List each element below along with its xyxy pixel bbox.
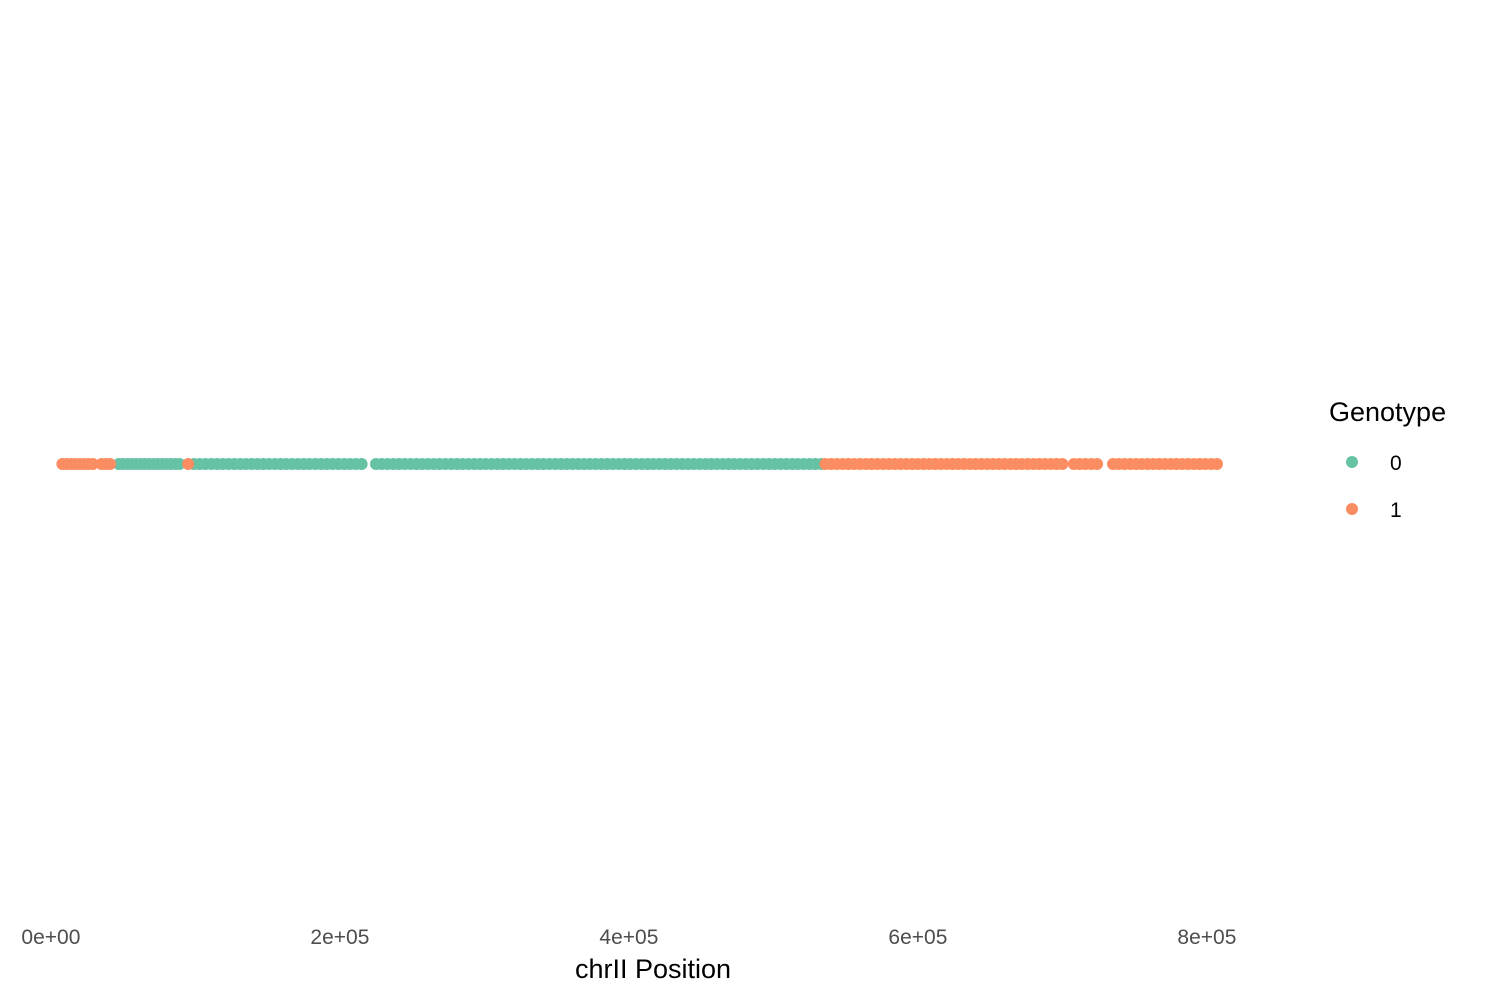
legend-title: Genotype: [1329, 397, 1446, 427]
x-tick-label: 0e+00: [21, 926, 80, 949]
point-genotype-1: [104, 458, 117, 470]
point-genotype-1: [1211, 458, 1223, 470]
x-axis-title: chrII Position: [575, 954, 731, 984]
point-genotype-1: [1056, 458, 1069, 470]
x-tick-label: 4e+05: [599, 926, 658, 949]
plot-points: [56, 458, 1223, 470]
point-genotype-1: [1091, 458, 1104, 470]
x-axis-ticks: 0e+00 2e+05 4e+05 6e+05 8e+05: [21, 926, 1236, 949]
point-genotype-1: [182, 458, 195, 470]
x-tick-label: 6e+05: [888, 926, 947, 949]
legend-key-0: [1346, 456, 1358, 468]
legend-label-1: 1: [1390, 499, 1402, 522]
point-genotype-0: [173, 458, 186, 470]
point-genotype-1: [86, 458, 99, 470]
point-genotype-0: [355, 458, 368, 470]
legend: Genotype 0 1: [1329, 397, 1446, 522]
legend-label-0: 0: [1390, 452, 1402, 475]
legend-key-1: [1346, 503, 1358, 515]
x-tick-label: 2e+05: [310, 926, 369, 949]
x-tick-label: 8e+05: [1177, 926, 1236, 949]
